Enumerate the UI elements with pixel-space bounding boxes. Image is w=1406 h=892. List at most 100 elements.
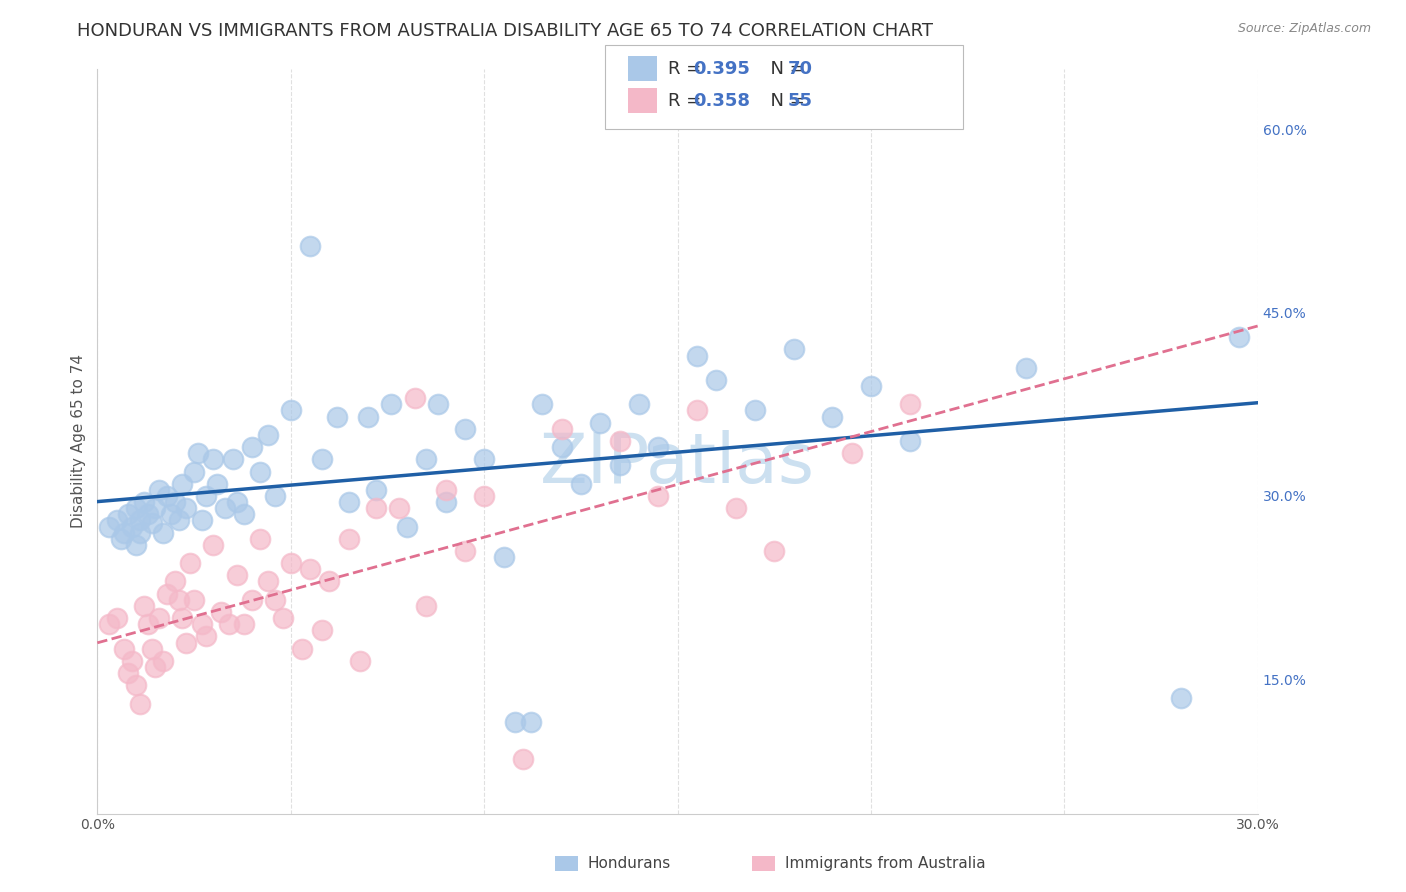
Point	[264, 592, 287, 607]
Point	[704, 373, 727, 387]
Text: Hondurans: Hondurans	[588, 856, 671, 871]
Point	[105, 611, 128, 625]
Point	[627, 397, 650, 411]
Point	[454, 544, 477, 558]
Point	[415, 599, 437, 613]
Point	[569, 476, 592, 491]
Point	[472, 489, 495, 503]
Point	[209, 605, 232, 619]
Point	[225, 568, 247, 582]
Point	[364, 501, 387, 516]
Point	[141, 516, 163, 530]
Point	[782, 343, 804, 357]
Point	[426, 397, 449, 411]
Point	[110, 532, 132, 546]
Point	[898, 397, 921, 411]
Point	[647, 489, 669, 503]
Point	[454, 422, 477, 436]
Point	[225, 495, 247, 509]
Point	[686, 403, 709, 417]
Point	[145, 660, 167, 674]
Point	[311, 452, 333, 467]
Point	[160, 508, 183, 522]
Point	[172, 476, 194, 491]
Text: R =: R =	[668, 92, 707, 110]
Point	[191, 617, 214, 632]
Point	[187, 446, 209, 460]
Point	[249, 532, 271, 546]
Text: 55: 55	[787, 92, 813, 110]
Point	[415, 452, 437, 467]
Point	[380, 397, 402, 411]
Text: N =: N =	[759, 92, 811, 110]
Point	[112, 641, 135, 656]
Point	[145, 501, 167, 516]
Point	[609, 458, 631, 473]
Point	[141, 641, 163, 656]
Point	[299, 562, 322, 576]
Point	[132, 495, 155, 509]
Point	[152, 525, 174, 540]
Text: R =: R =	[668, 60, 707, 78]
Point	[503, 714, 526, 729]
Point	[647, 440, 669, 454]
Text: ZIPatlas: ZIPatlas	[540, 430, 815, 497]
Point	[512, 751, 534, 765]
Point	[860, 379, 883, 393]
Point	[207, 476, 229, 491]
Point	[264, 489, 287, 503]
Point	[121, 519, 143, 533]
Point	[492, 550, 515, 565]
Point	[163, 574, 186, 589]
Point	[318, 574, 340, 589]
Point	[357, 409, 380, 424]
Point	[326, 409, 349, 424]
Point	[117, 508, 139, 522]
Text: N =: N =	[759, 60, 811, 78]
Point	[172, 611, 194, 625]
Point	[129, 513, 152, 527]
Point	[176, 635, 198, 649]
Point	[218, 617, 240, 632]
Point	[136, 508, 159, 522]
Point	[156, 587, 179, 601]
Point	[395, 519, 418, 533]
Point	[724, 501, 747, 516]
Point	[404, 392, 426, 406]
Point	[388, 501, 411, 516]
Point	[472, 452, 495, 467]
Point	[129, 697, 152, 711]
Text: Immigrants from Australia: Immigrants from Australia	[785, 856, 986, 871]
Point	[280, 556, 302, 570]
Point	[550, 440, 572, 454]
Y-axis label: Disability Age 65 to 74: Disability Age 65 to 74	[72, 354, 86, 528]
Point	[519, 714, 541, 729]
Point	[256, 574, 278, 589]
Point	[1227, 330, 1250, 344]
Point	[311, 624, 333, 638]
Point	[299, 238, 322, 252]
Point	[550, 422, 572, 436]
Point	[240, 592, 263, 607]
Text: Source: ZipAtlas.com: Source: ZipAtlas.com	[1237, 22, 1371, 36]
Point	[183, 465, 205, 479]
Point	[233, 617, 256, 632]
Point	[1015, 360, 1038, 375]
Text: 0.395: 0.395	[693, 60, 749, 78]
Point	[202, 538, 225, 552]
Point	[136, 617, 159, 632]
Point	[249, 465, 271, 479]
Point	[821, 409, 844, 424]
Point	[271, 611, 294, 625]
Point	[163, 495, 186, 509]
Point	[152, 654, 174, 668]
Point	[167, 513, 190, 527]
Point	[129, 525, 152, 540]
Point	[132, 599, 155, 613]
Point	[179, 556, 201, 570]
Point	[841, 446, 863, 460]
Point	[222, 452, 245, 467]
Point	[156, 489, 179, 503]
Point	[233, 508, 256, 522]
Point	[1170, 690, 1192, 705]
